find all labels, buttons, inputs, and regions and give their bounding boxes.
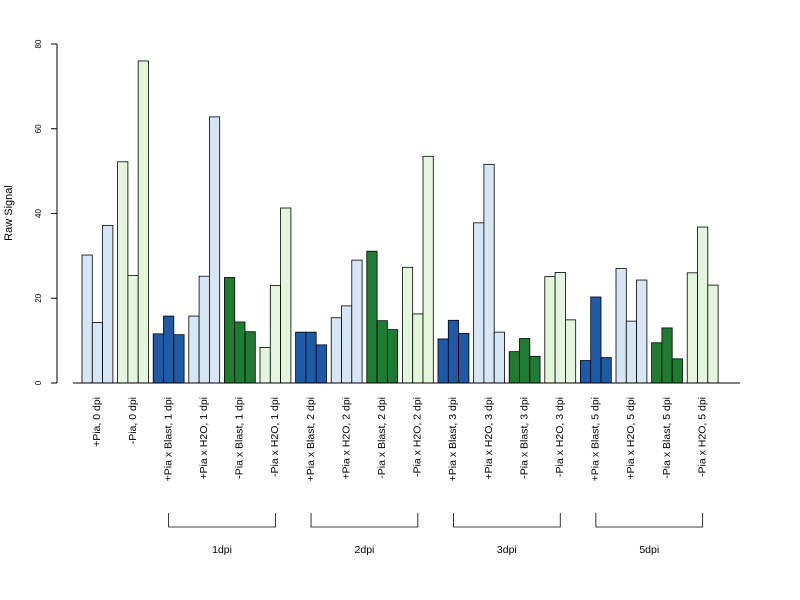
bar bbox=[707, 284, 719, 384]
x-axis: +Pia, 0 dpi -Pia, 0 dpi +Pia x Blast, 1 dp… bbox=[73, 382, 740, 481]
group-bracket bbox=[310, 513, 419, 528]
bar bbox=[81, 254, 93, 384]
bar bbox=[615, 268, 627, 384]
bar bbox=[580, 360, 592, 384]
bar bbox=[152, 333, 164, 384]
bar bbox=[636, 279, 648, 384]
y-axis-label: Raw Signal bbox=[3, 185, 15, 241]
bar bbox=[697, 226, 709, 384]
bar bbox=[259, 347, 271, 384]
bar bbox=[671, 358, 683, 384]
bar bbox=[401, 266, 414, 384]
y-tick-label: 60 bbox=[34, 124, 43, 133]
bar bbox=[508, 351, 520, 384]
bar bbox=[651, 342, 663, 384]
bar bbox=[188, 315, 200, 384]
x-tick-label: +Pia x H2O, 1 dpi bbox=[198, 397, 210, 480]
bar bbox=[519, 338, 531, 384]
bar bbox=[529, 355, 541, 384]
bar bbox=[493, 331, 505, 384]
x-tick-label: +Pia x H2O, 2 dpi bbox=[340, 397, 352, 480]
x-tick-label: +Pia x H2O, 5 dpi bbox=[625, 397, 637, 480]
bar bbox=[208, 116, 221, 384]
x-tick-label: -Pia x Blast, 3 dpi bbox=[518, 397, 530, 479]
bar bbox=[376, 320, 388, 384]
bar bbox=[686, 272, 698, 384]
x-tick-label: +Pia, 0 dpi bbox=[91, 397, 103, 447]
x-tick-label: +Pia x Blast, 5 dpi bbox=[590, 397, 602, 481]
bar bbox=[234, 321, 246, 384]
bar bbox=[269, 285, 281, 384]
x-tick-label: +Pia x H2O, 3 dpi bbox=[483, 397, 495, 480]
bar bbox=[341, 305, 353, 384]
bar bbox=[223, 277, 236, 384]
bar bbox=[366, 250, 378, 384]
bar bbox=[91, 322, 104, 384]
group-bracket bbox=[453, 513, 561, 528]
y-tick-label: 20 bbox=[34, 293, 43, 302]
bar bbox=[280, 207, 292, 384]
bar bbox=[244, 331, 256, 384]
bar bbox=[625, 320, 637, 384]
x-tick-label: +Pia x Blast, 2 dpi bbox=[305, 397, 317, 481]
x-tick-label: -Pia x Blast, 5 dpi bbox=[661, 397, 673, 479]
x-tick-label: -Pia x H2O, 3 dpi bbox=[554, 397, 566, 477]
bar bbox=[137, 60, 149, 384]
bar bbox=[412, 313, 424, 384]
group-label: 2dpi bbox=[355, 544, 375, 556]
bar bbox=[163, 315, 175, 384]
bar bbox=[295, 331, 307, 384]
bar bbox=[386, 329, 399, 384]
bar bbox=[315, 344, 327, 384]
bar bbox=[661, 327, 673, 384]
bar bbox=[102, 224, 114, 384]
bar bbox=[590, 296, 602, 384]
group-label: 3dpi bbox=[497, 544, 517, 556]
bar bbox=[437, 338, 449, 384]
bar bbox=[565, 319, 577, 384]
x-tick-label: -Pia x H2O, 5 dpi bbox=[696, 397, 708, 477]
bar bbox=[554, 272, 566, 384]
bar bbox=[351, 259, 363, 384]
bar bbox=[473, 222, 485, 384]
x-tick-label: -Pia x H2O, 1 dpi bbox=[269, 397, 281, 477]
y-axis: 0 20 40 60 80 bbox=[34, 39, 58, 385]
bar bbox=[600, 357, 612, 384]
bar bbox=[447, 319, 459, 384]
x-tick-label: -Pia x Blast, 1 dpi bbox=[234, 397, 246, 479]
y-tick-label: 40 bbox=[34, 209, 43, 218]
bar bbox=[198, 275, 210, 384]
bars bbox=[81, 60, 719, 384]
bar bbox=[305, 331, 317, 384]
group-bracket bbox=[595, 513, 704, 528]
group-label: 1dpi bbox=[212, 544, 232, 556]
y-tick-label: 80 bbox=[34, 39, 43, 48]
x-tick-label: +Pia x Blast, 1 dpi bbox=[162, 397, 174, 481]
x-tick-label: -Pia, 0 dpi bbox=[127, 397, 139, 444]
bar bbox=[117, 161, 129, 384]
bar bbox=[458, 333, 470, 384]
bar bbox=[422, 155, 434, 384]
bar bbox=[173, 334, 185, 384]
bar bbox=[127, 274, 139, 384]
group-bracket bbox=[168, 513, 276, 528]
bar bbox=[483, 163, 495, 384]
bar bbox=[330, 317, 342, 384]
x-tick-label: -Pia x H2O, 2 dpi bbox=[412, 397, 424, 477]
group-label: 5dpi bbox=[639, 544, 659, 556]
bar bbox=[544, 276, 556, 384]
x-tick-label: +Pia x Blast, 3 dpi bbox=[447, 397, 459, 481]
y-tick-label: 0 bbox=[34, 380, 43, 385]
x-tick-label: -Pia x Blast, 2 dpi bbox=[376, 397, 388, 479]
group-brackets: 1dpi 2dpi 3dpi 5dpi bbox=[168, 513, 704, 556]
